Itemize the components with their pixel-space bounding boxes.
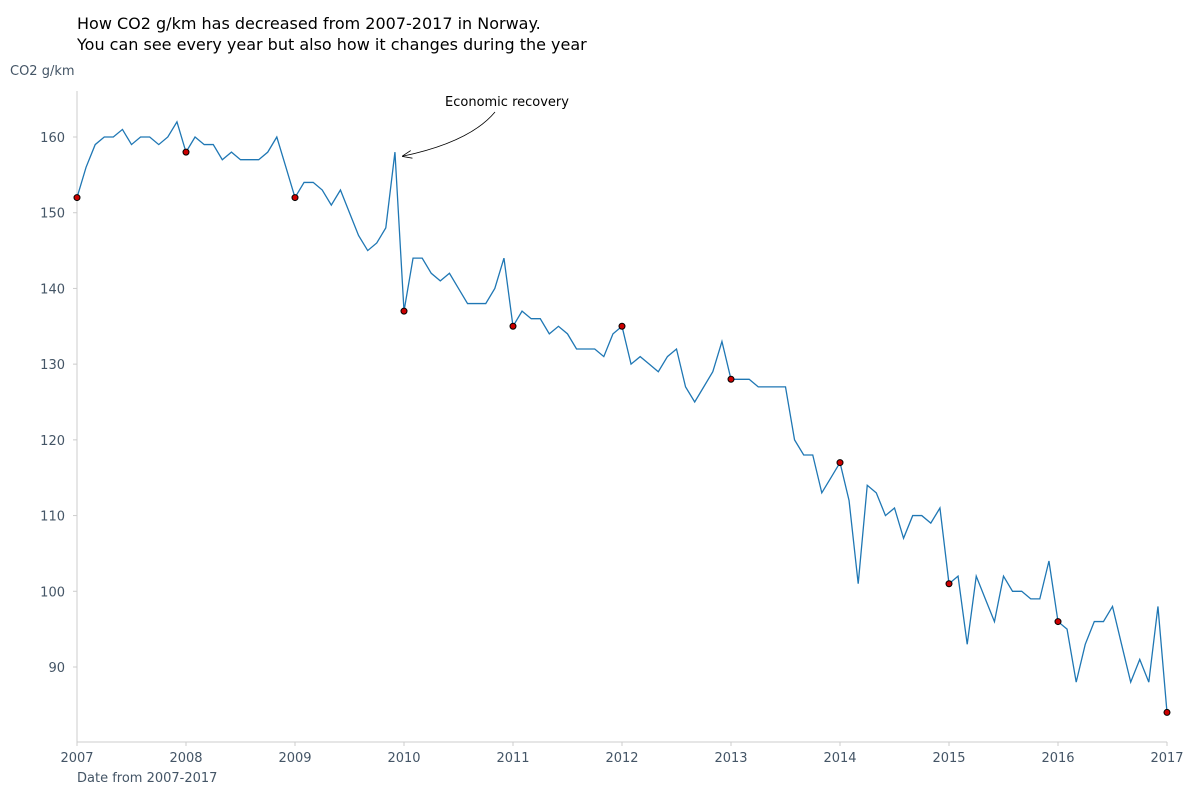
y-tick-label: 100 [40,585,65,600]
y-tick-label: 150 [40,207,65,222]
year-marker [182,148,190,156]
x-tick-label: 2008 [169,751,202,766]
annotations: Economic recovery [403,95,569,156]
x-tick-label: 2016 [1041,751,1074,766]
year-marker [400,307,408,315]
y-tick-label: 160 [40,131,65,146]
x-tick-label: 2013 [714,751,747,766]
x-tick-label: 2012 [605,751,638,766]
title-line-1: How CO2 g/km has decreased from 2007-201… [77,14,541,33]
year-marker [291,194,299,202]
annotation-arrow [403,111,496,156]
x-tick-label: 2007 [60,751,93,766]
series-line [76,120,1168,713]
year-marker [618,322,626,330]
year-marker [836,459,844,467]
year-marker [727,375,735,383]
title-line-2: You can see every year but also how it c… [76,35,587,54]
x-tick-label: 2009 [278,751,311,766]
year-marker [509,322,517,330]
chart-title: How CO2 g/km has decreased from 2007-201… [76,14,587,54]
x-ticks: 2007 2008 2009 2010 2011 2012 2013 2014 2015 2016… [60,742,1184,766]
year-markers [73,148,1171,716]
y-tick-label: 120 [40,434,65,449]
year-marker [945,580,953,588]
y-tick-label: 90 [48,661,65,676]
y-ticks: 90 100 110 120 130 140 150 160 [40,131,77,676]
year-marker [1163,708,1171,716]
x-tick-label: 2011 [496,751,529,766]
annotation-label: Economic recovery [445,95,569,110]
x-tick-label: 2015 [932,751,965,766]
y-tick-label: 140 [40,282,65,297]
x-tick-label: 2010 [387,751,420,766]
year-marker [73,194,81,202]
y-axis-label: CO2 g/km [10,64,75,79]
y-tick-label: 130 [40,358,65,373]
year-marker [1054,618,1062,626]
x-tick-label: 2014 [823,751,856,766]
x-axis-label: Date from 2007-2017 [77,771,217,786]
y-tick-label: 110 [40,510,65,525]
x-tick-label: 2017 [1150,751,1183,766]
